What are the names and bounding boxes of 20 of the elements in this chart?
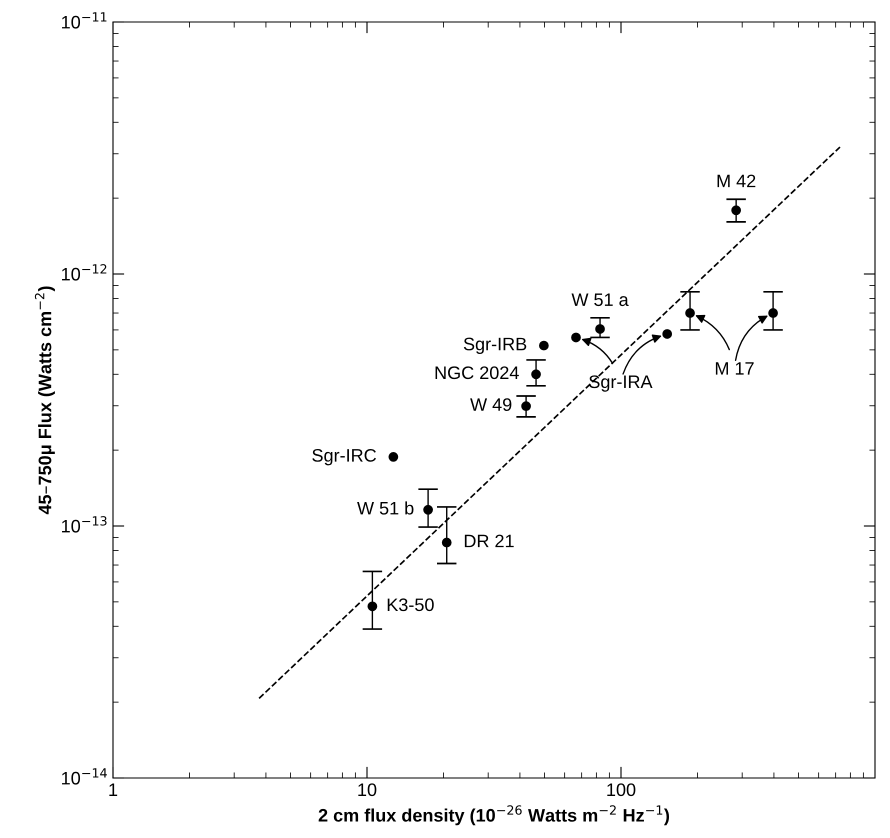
annotation: NGC 2024	[436, 366, 519, 380]
x-tick-label: 100	[607, 783, 636, 796]
y-axis-title: 45–750μ Flux (Watts cm$^{−2}$)	[34, 286, 55, 514]
annotation: M 17	[716, 362, 754, 375]
annotation: M 42	[718, 174, 756, 188]
annotation: DR 21	[464, 534, 514, 548]
annotation: K3-50	[388, 598, 434, 612]
annotation: W 51 b	[357, 501, 414, 515]
x-tick-label: 10	[358, 783, 376, 796]
annotation: Sgr-IRA	[589, 375, 653, 392]
annotation: W 49	[470, 398, 512, 411]
annotation: Sgr-IRC	[312, 448, 376, 466]
y-tick-label: 10$^{−13}$	[62, 516, 107, 533]
y-tick-label: 10$^{−12}$	[62, 264, 106, 281]
y-tick-label: 10$^{−11}$	[62, 12, 106, 29]
x-tick-label: 1	[109, 784, 118, 796]
annotation: Sgr-IRB	[464, 338, 526, 354]
annotation: W 51 a	[572, 293, 629, 306]
x-axis-title: 2 cm flux density (10$^{−26}$ Watts m$^{−2}$ Hz$^{−1}$)	[318, 805, 670, 826]
y-tick-label: 10$^{−14}$	[62, 768, 107, 785]
